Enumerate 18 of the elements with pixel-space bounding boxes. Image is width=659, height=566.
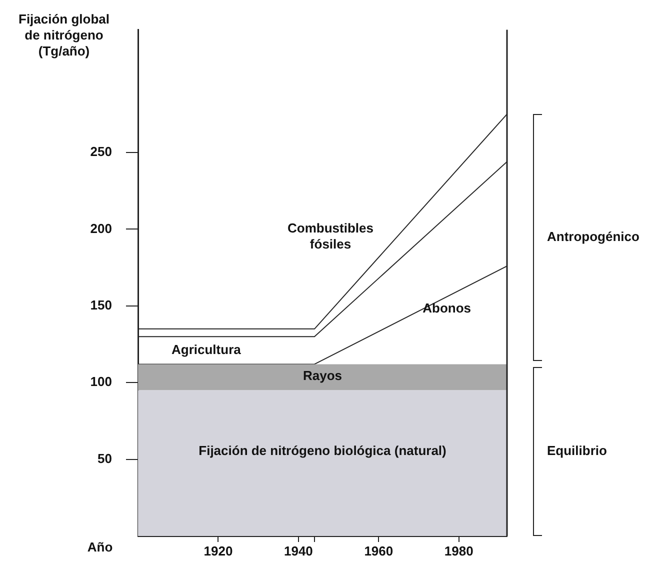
x-tick-label: 1960	[364, 543, 394, 558]
y-axis-title: Fijación global de nitrógeno (Tg/año)	[18, 12, 110, 59]
series-label: Rayos	[302, 368, 342, 384]
y-tick-label: 250	[90, 144, 112, 160]
text: Antropogénico	[547, 228, 640, 244]
y-tick-label: 200	[90, 220, 112, 236]
series-label: Fijación de nitrógeno biológica (natural)	[198, 443, 446, 458]
x-tick-label: 1940	[284, 543, 313, 558]
series-label: Abonos	[422, 300, 472, 316]
series-label: Agricultura	[172, 342, 242, 357]
series-label: Combustibles fósiles	[288, 220, 374, 252]
y-tick-label: 100	[90, 374, 112, 390]
y-tick-label: 50	[98, 450, 112, 466]
text: Equilibrio	[547, 442, 607, 458]
y-tick-label: 150	[90, 297, 112, 312]
x-tick-label: 1980	[444, 543, 474, 558]
x-tick-label: 1920	[204, 543, 233, 558]
x-axis-title: Año	[87, 540, 113, 555]
